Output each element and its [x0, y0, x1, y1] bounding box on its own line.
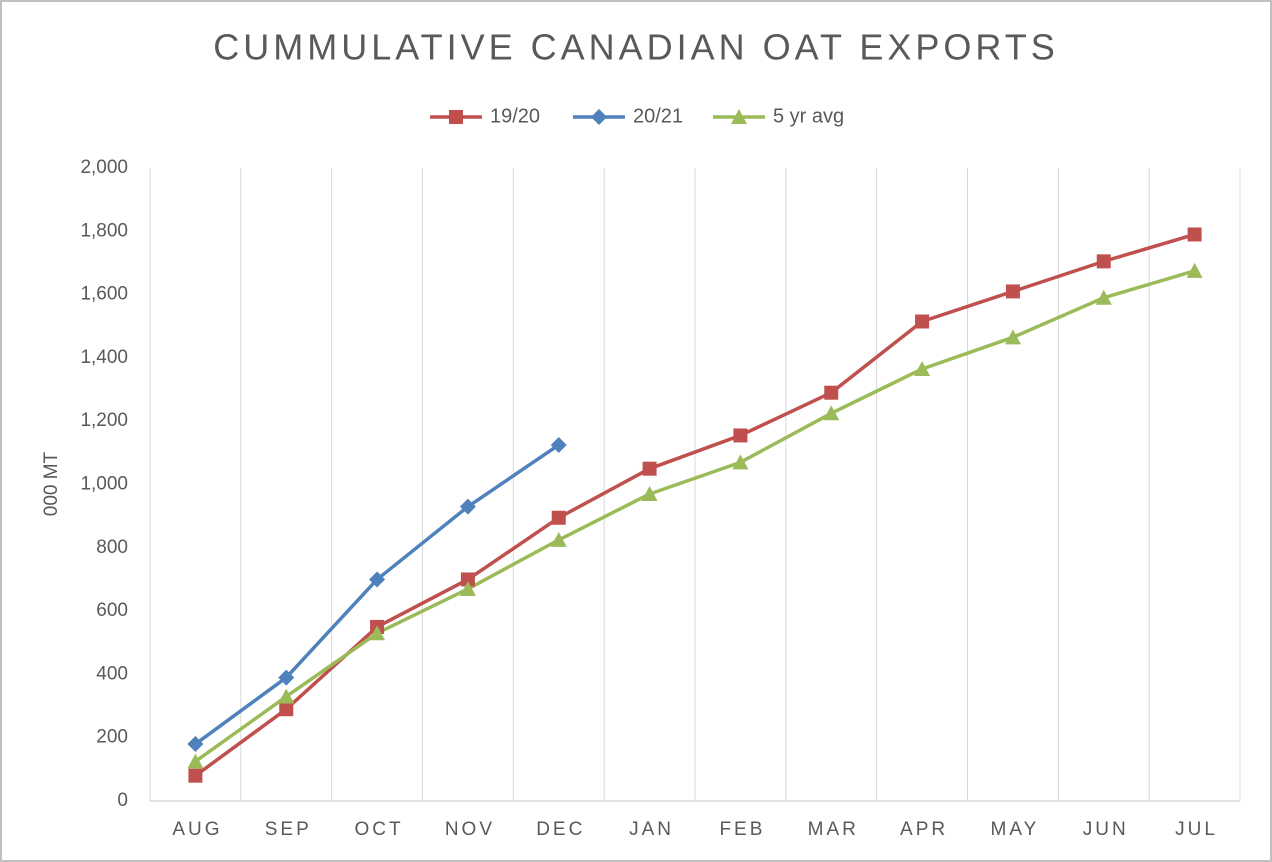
data-point — [1186, 262, 1203, 278]
data-point — [369, 571, 386, 588]
x-tick-label: JAN — [629, 819, 674, 840]
legend-marker — [449, 110, 463, 124]
y-tick-label: 600 — [96, 600, 128, 621]
data-point — [187, 753, 204, 769]
x-tick-label: OCT — [355, 819, 404, 840]
legend-label: 5 yr avg — [773, 105, 844, 127]
x-tick-label: JUL — [1175, 819, 1218, 840]
legend-label: 19/20 — [490, 105, 540, 127]
data-point — [550, 531, 567, 547]
data-point — [914, 360, 931, 376]
x-tick-label: SEP — [265, 819, 312, 840]
data-point — [732, 454, 749, 470]
x-tick-label: DEC — [536, 819, 585, 840]
data-point — [279, 702, 294, 717]
data-point — [642, 461, 657, 476]
y-tick-label: 1,000 — [80, 474, 128, 495]
y-tick-label: 0 — [117, 790, 128, 811]
data-point — [369, 625, 386, 641]
legend-marker — [591, 109, 607, 125]
data-point — [278, 669, 295, 686]
y-tick-label: 200 — [96, 727, 128, 748]
x-tick-label: FEB — [719, 819, 765, 840]
x-tick-label: AUG — [172, 819, 222, 840]
data-point — [459, 580, 476, 596]
y-tick-label: 1,600 — [80, 284, 128, 305]
data-point — [1096, 254, 1111, 269]
series-line — [194, 269, 1196, 763]
x-tick-label: NOV — [445, 819, 495, 840]
data-point — [1095, 289, 1112, 305]
series-line — [194, 232, 1196, 778]
data-point — [823, 405, 840, 421]
y-tick-label: 2,000 — [80, 157, 128, 178]
y-tick-label: 1,400 — [80, 347, 128, 368]
y-tick-label: 800 — [96, 537, 128, 558]
data-point — [551, 510, 566, 525]
legend-label: 20/21 — [633, 105, 683, 127]
chart-title: CUMMULATIVE CANADIAN OAT EXPORTS — [213, 27, 1058, 68]
y-axis-label: 000 MT — [41, 451, 62, 516]
data-point — [188, 768, 203, 783]
legend-marker — [731, 109, 747, 124]
data-point — [1005, 284, 1020, 299]
data-point — [1187, 227, 1202, 242]
y-tick-label: 1,800 — [80, 220, 128, 241]
data-point — [460, 572, 475, 587]
x-tick-label: JUN — [1083, 819, 1129, 840]
data-point — [459, 498, 476, 515]
y-tick-label: 1,200 — [80, 410, 128, 431]
x-tick-label: APR — [900, 819, 948, 840]
data-point — [550, 436, 567, 453]
data-point — [824, 385, 839, 400]
y-tick-label: 400 — [96, 663, 128, 684]
data-point — [1004, 329, 1021, 345]
x-tick-label: MAR — [808, 819, 859, 840]
data-point — [278, 688, 295, 704]
data-point — [641, 485, 658, 501]
data-point — [915, 314, 930, 329]
data-point — [733, 428, 748, 443]
data-point — [187, 736, 204, 753]
x-tick-label: MAY — [991, 819, 1040, 840]
